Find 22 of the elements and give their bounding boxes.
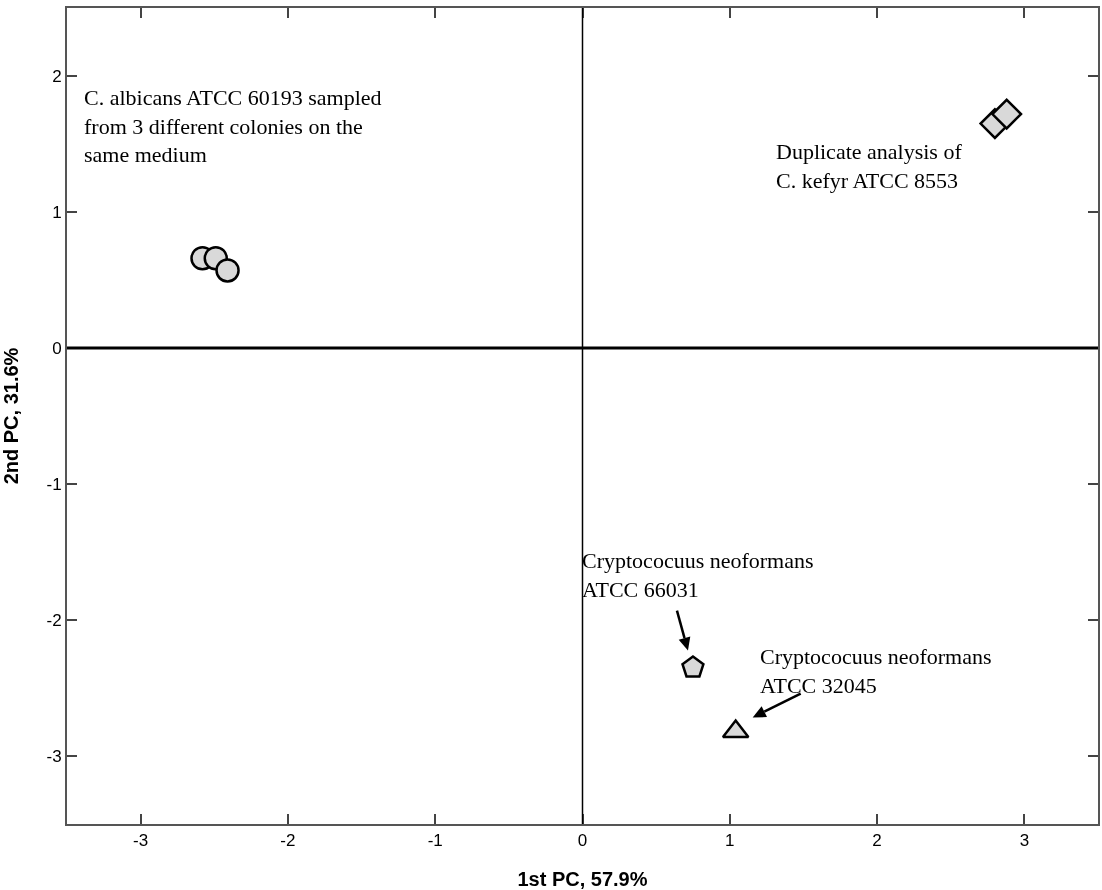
y-tick-label: -3: [46, 746, 62, 766]
x-tick-label: -3: [133, 831, 149, 851]
point: [681, 655, 705, 678]
x-tick-label: -2: [280, 831, 296, 851]
y-tick-label: 1: [52, 202, 62, 222]
x-tick-label: 0: [577, 831, 588, 851]
annotation: Cryptococuus neoformans ATCC 32045: [760, 644, 992, 698]
x-tick-label: 1: [725, 831, 735, 851]
y-tick-label: 0: [52, 338, 62, 358]
y-tick-label: -2: [46, 610, 62, 630]
annotation: Duplicate analysis of C. kefyr ATCC 8553: [776, 139, 963, 193]
annotation: C. albicans ATCC 60193 sampled from 3 different colonies on the same medium: [84, 85, 382, 168]
y-axis-title: 2nd PC, 31.6%: [0, 347, 22, 485]
y-tick-label: -1: [46, 474, 62, 494]
x-tick-label: 3: [1019, 831, 1030, 851]
x-tick-label: 2: [872, 831, 882, 851]
x-tick-label: -1: [427, 831, 443, 851]
y-tick-label: 2: [52, 66, 62, 86]
x-axis-title: 1st PC, 57.9%: [517, 868, 648, 890]
point: [215, 258, 240, 283]
point: [991, 98, 1023, 130]
annotation: Cryptococuus neoformans ATCC 66031: [582, 548, 814, 602]
